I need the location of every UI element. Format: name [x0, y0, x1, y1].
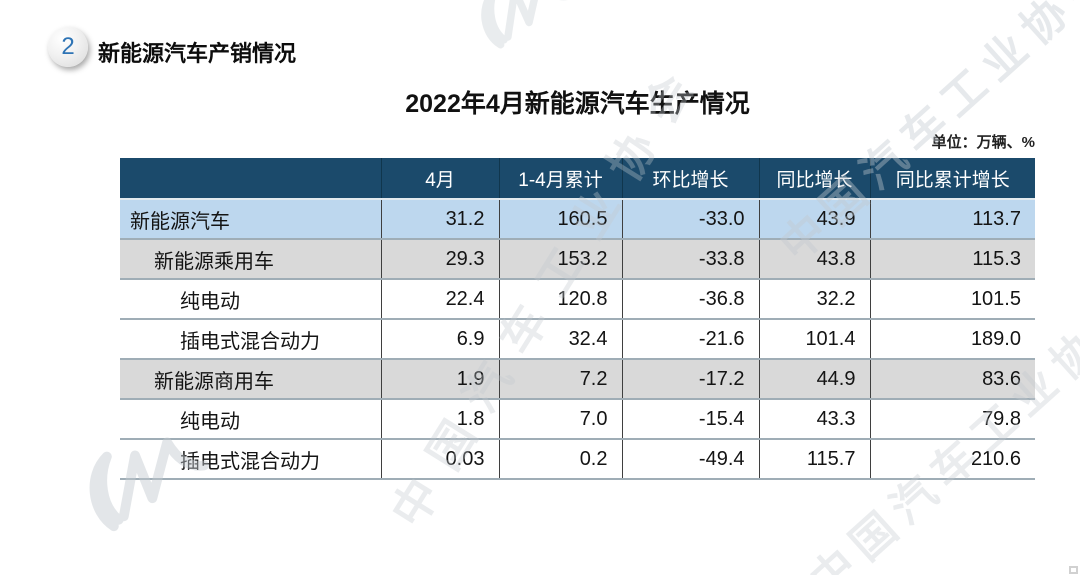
row-bev-passenger: 纯电动 22.4 120.8 -36.8 32.2 101.5: [120, 278, 1035, 319]
corner-mark: [1069, 566, 1078, 574]
table-cell: 6.9: [380, 318, 499, 359]
table-cell: -21.6: [621, 318, 759, 359]
table-cell: 22.4: [380, 278, 499, 319]
production-table: 4月 1-4月累计 环比增长 同比增长 同比累计增长 新能源汽车 31.2 16…: [120, 158, 1035, 480]
table-cell: 31.2: [380, 198, 499, 239]
section-title: 新能源汽车产销情况: [98, 41, 297, 66]
row-label: 新能源乘用车: [120, 238, 381, 279]
row-nev-commercial: 新能源商用车 1.9 7.2 -17.2 44.9 83.6: [120, 358, 1035, 399]
page-title: 2022年4月新能源汽车生产情况: [405, 90, 750, 118]
row-label: 新能源汽车: [120, 198, 381, 239]
table-cell: 43.3: [758, 398, 870, 439]
table-cell: -49.4: [621, 438, 759, 480]
table-cell: 210.6: [869, 438, 1035, 480]
row-label: 插电式混合动力: [120, 318, 381, 359]
column-header-april: 4月: [380, 158, 499, 199]
table-cell: 0.03: [380, 438, 499, 480]
row-label: 新能源商用车: [120, 358, 381, 399]
table-cell: 29.3: [380, 238, 499, 279]
table-cell: 43.9: [758, 198, 870, 239]
table-cell: 7.2: [498, 358, 622, 399]
row-label: 插电式混合动力: [120, 438, 381, 480]
table-cell: 120.8: [498, 278, 622, 319]
row-bev-commercial: 纯电动 1.8 7.0 -15.4 43.3 79.8: [120, 398, 1035, 439]
table-cell: 1.8: [380, 398, 499, 439]
table-cell: 160.5: [498, 198, 622, 239]
table-cell: 0.2: [498, 438, 622, 480]
table-cell: 115.3: [869, 238, 1035, 279]
column-header-label: [120, 158, 381, 199]
table-cell: 1.9: [380, 358, 499, 399]
row-nev-total: 新能源汽车 31.2 160.5 -33.0 43.9 113.7: [120, 198, 1035, 239]
row-phev-commercial: 插电式混合动力 0.03 0.2 -49.4 115.7 210.6: [120, 438, 1035, 480]
table-cell: -33.0: [621, 198, 759, 239]
column-header-yoy-cumulative-growth: 同比累计增长: [869, 158, 1035, 199]
table-cell: 189.0: [869, 318, 1035, 359]
table-cell: -36.8: [621, 278, 759, 319]
table-cell: 101.4: [758, 318, 870, 359]
table-cell: 83.6: [869, 358, 1035, 399]
table-cell: 153.2: [498, 238, 622, 279]
table-cell: 32.4: [498, 318, 622, 359]
column-header-mom-growth: 环比增长: [621, 158, 759, 199]
table-cell: 44.9: [758, 358, 870, 399]
row-nev-passenger: 新能源乘用车 29.3 153.2 -33.8 43.8 115.3: [120, 238, 1035, 279]
table-cell: 115.7: [758, 438, 870, 480]
table-cell: 7.0: [498, 398, 622, 439]
table-cell: -17.2: [621, 358, 759, 399]
section-number-badge: 2: [48, 27, 88, 67]
table-cell: -15.4: [621, 398, 759, 439]
row-label: 纯电动: [120, 278, 381, 319]
table-cell: 113.7: [869, 198, 1035, 239]
table-cell: 43.8: [758, 238, 870, 279]
table-cell: 101.5: [869, 278, 1035, 319]
table-cell: 32.2: [758, 278, 870, 319]
row-phev-passenger: 插电式混合动力 6.9 32.4 -21.6 101.4 189.0: [120, 318, 1035, 359]
column-header-jan-apr-cumulative: 1-4月累计: [498, 158, 622, 199]
table-cell: -33.8: [621, 238, 759, 279]
caam-logo-watermark: [481, 0, 572, 49]
column-header-yoy-growth: 同比增长: [758, 158, 870, 199]
row-label: 纯电动: [120, 398, 381, 439]
unit-note: 单位：万辆、%: [931, 134, 1035, 151]
table-cell: 79.8: [869, 398, 1035, 439]
table-header-row: 4月 1-4月累计 环比增长 同比增长 同比累计增长: [120, 158, 1035, 199]
